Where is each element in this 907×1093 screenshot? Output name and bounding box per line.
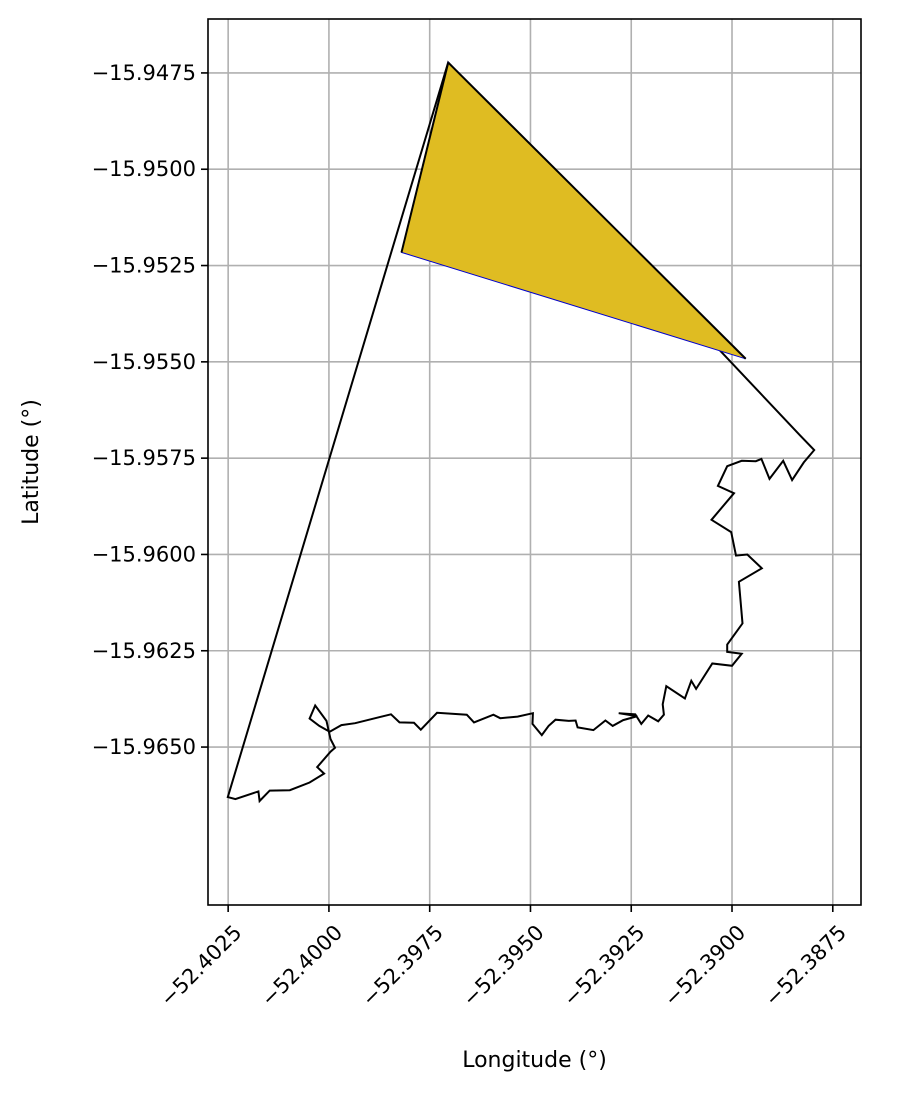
boundary-edge-northeast <box>447 61 747 360</box>
y-tick-label: −15.9600 <box>92 542 196 566</box>
boundary-outline <box>226 60 816 804</box>
boundary-edge-west <box>400 62 450 253</box>
plot-frame <box>207 18 862 906</box>
x-axis-label: Longitude (°) <box>462 1048 607 1073</box>
y-tick-label: −15.9525 <box>92 254 196 278</box>
y-tick-label: −15.9575 <box>92 446 196 470</box>
map-shapes <box>226 60 816 804</box>
y-tick-label: −15.9475 <box>92 61 196 85</box>
y-tick-label: −15.9625 <box>92 639 196 663</box>
y-tick-label: −15.9500 <box>92 157 196 181</box>
y-tick-label: −15.9650 <box>92 735 196 759</box>
y-tick-label: −15.9550 <box>92 350 196 374</box>
y-axis-label: Latitude (°) <box>19 399 44 525</box>
